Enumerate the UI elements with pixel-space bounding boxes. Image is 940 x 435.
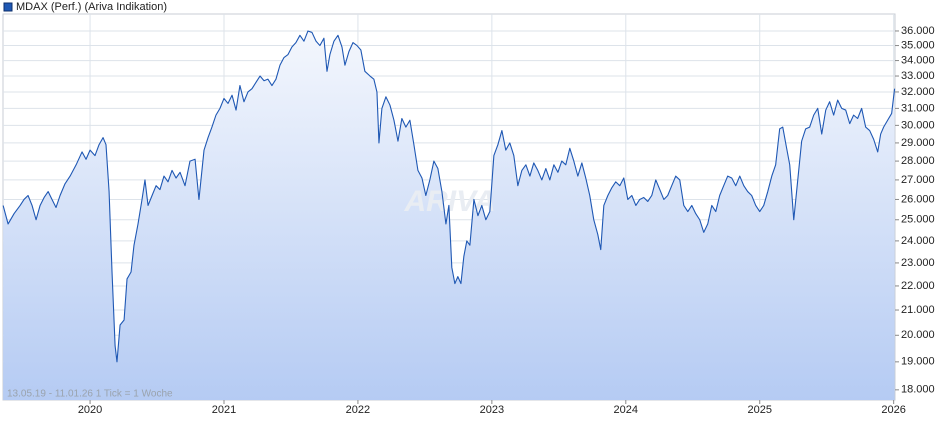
y-tick-label: 34.000: [901, 54, 935, 66]
x-tick-label: 2024: [614, 404, 638, 416]
y-tick-label: 27.000: [901, 174, 935, 186]
x-tick-label: 2023: [480, 404, 504, 416]
y-tick-label: 24.000: [901, 235, 935, 247]
y-tick-label: 19.000: [901, 356, 935, 368]
x-tick-label: 2026: [881, 404, 905, 416]
y-tick-label: 28.000: [901, 155, 935, 167]
y-tick-label: 29.000: [901, 137, 935, 149]
x-tick-label: 2021: [212, 404, 236, 416]
y-tick-label: 21.000: [901, 304, 935, 316]
y-tick-label: 18.000: [901, 384, 935, 396]
y-tick-label: 25.000: [901, 214, 935, 226]
y-tick-label: 33.000: [901, 70, 935, 82]
x-tick-label: 2025: [747, 404, 771, 416]
y-tick-label: 26.000: [901, 193, 935, 205]
legend-swatch: [3, 2, 13, 12]
footnote: 13.05.19 - 11.01.26 1 Tick = 1 Woche: [7, 389, 173, 400]
legend-label: MDAX (Perf.) (Ariva Indikation): [16, 1, 167, 13]
y-tick-label: 35.000: [901, 39, 935, 51]
y-tick-label: 20.000: [901, 329, 935, 341]
x-tick-label: 2020: [78, 404, 102, 416]
y-tick-label: 36.000: [901, 25, 935, 37]
y-tick-label: 23.000: [901, 257, 935, 269]
x-tick-label: 2022: [346, 404, 370, 416]
y-tick-label: 30.000: [901, 119, 935, 131]
price-line: [2, 30, 896, 363]
y-tick-label: 22.000: [901, 280, 935, 292]
y-tick-label: 31.000: [901, 102, 935, 114]
y-tick-label: 32.000: [901, 86, 935, 98]
